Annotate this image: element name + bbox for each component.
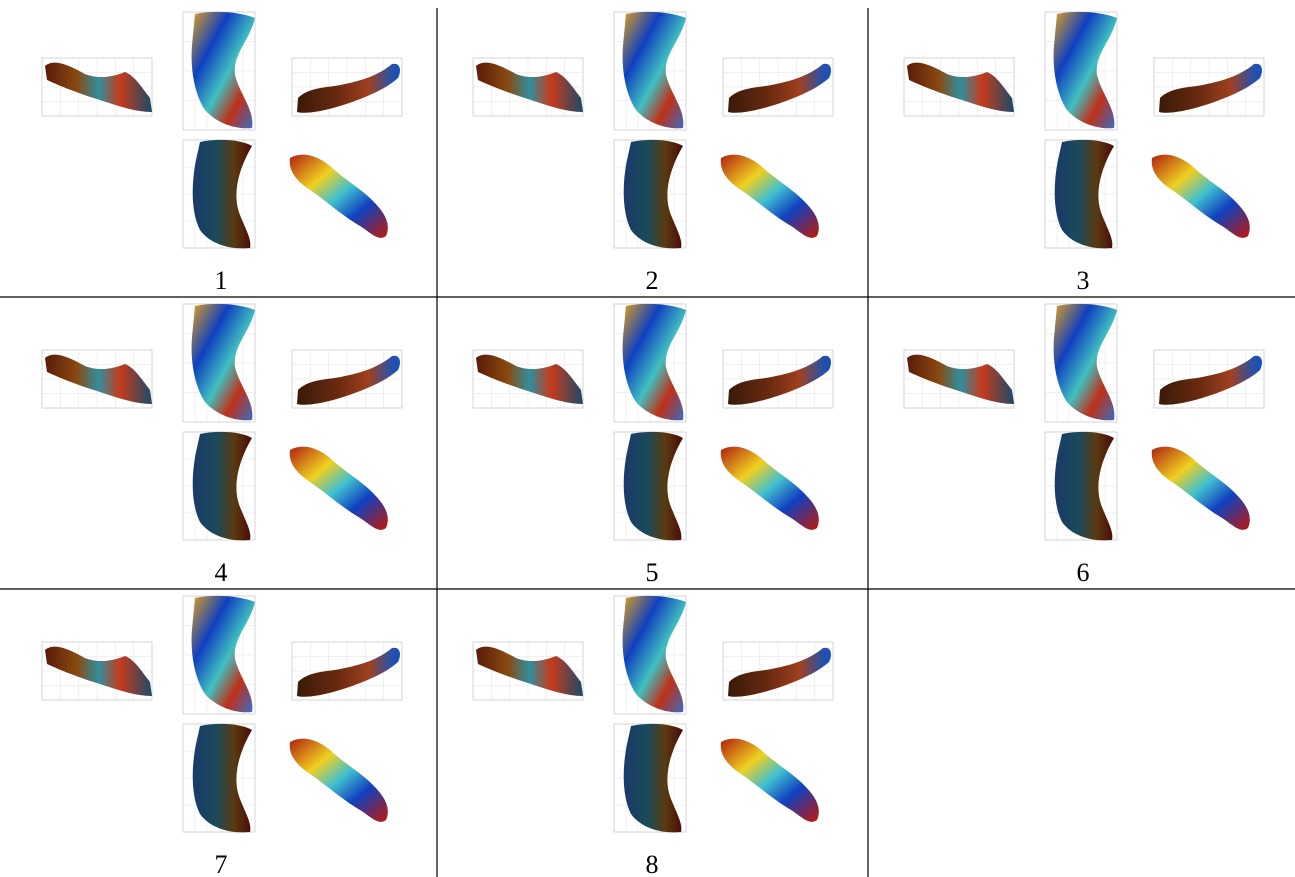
panel-label: 1 [215,266,228,295]
render-3d-view [720,446,819,530]
panel: 3 [903,11,1265,295]
panel: 1 [41,11,403,295]
panel-label: 2 [646,266,659,295]
render-side-view [728,63,831,113]
render-bottom-view [192,723,252,833]
render-top-view [622,11,686,129]
panel-label: 3 [1077,266,1090,295]
render-top-view [191,595,255,713]
render-3d-view [1151,154,1250,238]
panel: 6 [903,303,1265,587]
render-bottom-view [1054,139,1114,249]
render-bottom-view [192,139,252,249]
render-side-view [907,62,1014,112]
panel: 2 [472,11,834,295]
render-side-view [45,646,152,696]
render-side-view [1159,355,1262,405]
render-bottom-view [623,723,683,833]
render-side-view [1159,63,1262,113]
render-bottom-view [192,431,252,541]
render-3d-view [720,738,819,822]
render-top-view [622,595,686,713]
panel-label: 8 [646,850,659,877]
render-top-view [191,11,255,129]
render-side-view [476,354,583,404]
render-side-view [728,355,831,405]
panel: 4 [41,303,403,587]
render-3d-view [1151,446,1250,530]
panel-label: 6 [1077,558,1090,587]
render-3d-view [720,154,819,238]
render-3d-view [289,154,388,238]
render-3d-view [289,738,388,822]
panel: 8 [472,595,834,877]
panel-label: 4 [215,558,228,587]
render-side-view [476,62,583,112]
render-bottom-view [623,139,683,249]
render-side-view [297,355,400,405]
render-side-view [728,647,831,697]
panel: 5 [472,303,834,587]
panel-label: 7 [215,850,228,877]
render-side-view [45,62,152,112]
panel-label: 5 [646,558,659,587]
render-bottom-view [623,431,683,541]
render-top-view [622,303,686,421]
render-side-view [297,63,400,113]
render-side-view [907,354,1014,404]
render-3d-view [289,446,388,530]
render-side-view [45,354,152,404]
panel: 7 [41,595,403,877]
render-top-view [1053,303,1117,421]
render-top-view [1053,11,1117,129]
render-top-view [191,303,255,421]
render-bottom-view [1054,431,1114,541]
render-side-view [476,646,583,696]
render-side-view [297,647,400,697]
